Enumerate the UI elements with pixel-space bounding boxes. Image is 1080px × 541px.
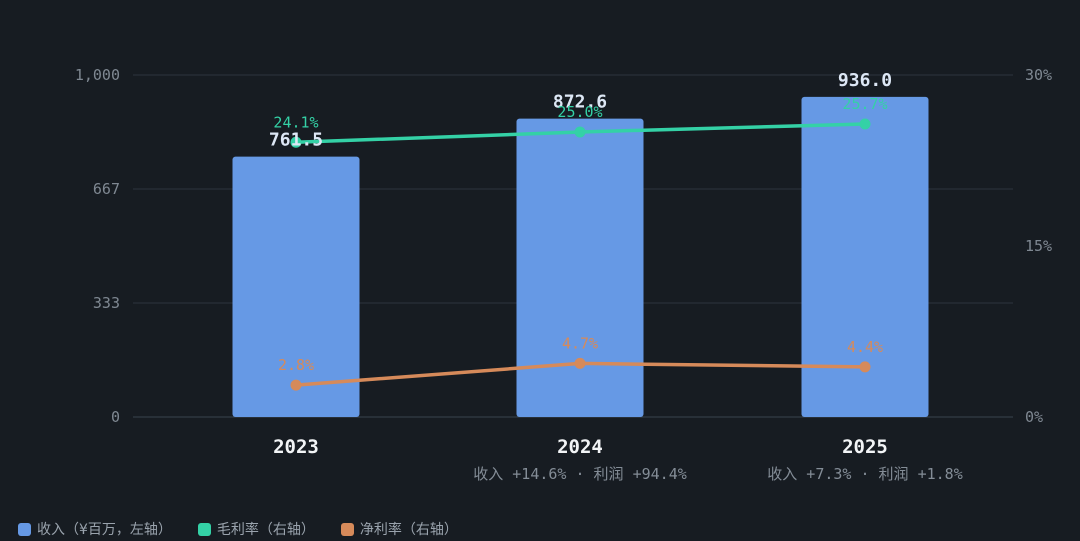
left-tick-label: 667	[93, 180, 120, 198]
category-label: 2023	[273, 436, 319, 458]
revenue-bar	[801, 96, 929, 417]
gross-margin-value-label: 25.0%	[557, 103, 602, 121]
margin-lines	[290, 118, 871, 391]
net-margin-point	[290, 379, 302, 391]
revenue-bars	[232, 96, 929, 417]
right-tick-label: 15%	[1025, 237, 1052, 255]
growth-note: 收入 +7.3% · 利润 +1.8%	[767, 465, 962, 483]
legend-item-gross-margin[interactable]: 毛利率（右轴）	[197, 519, 315, 539]
revenue-value-label: 936.0	[838, 70, 892, 91]
revenue-value-label: 761.5	[269, 130, 323, 151]
gross-margin-point	[859, 118, 871, 130]
data-labels: 761.5 872.6 936.0 24.1% 25.0% 25.7% 2.8% 4.7% 4.…	[269, 70, 892, 374]
net-margin-value-label: 2.8%	[278, 356, 314, 374]
legend: 收入（¥百万，左轴） 毛利率（右轴） 净利率（右轴）	[18, 519, 458, 539]
right-tick-label: 30%	[1025, 66, 1052, 84]
legend-item-net-margin[interactable]: 净利率（右轴）	[340, 519, 458, 539]
legend-label-gross-margin: 毛利率（右轴）	[216, 522, 315, 538]
legend-label-net-margin: 净利率（右轴）	[359, 522, 458, 538]
net-margin-value-label: 4.4%	[847, 338, 883, 356]
net-margin-value-label: 4.7%	[562, 334, 598, 352]
legend-swatch-gross-margin	[197, 522, 211, 536]
revenue-bar	[516, 118, 644, 417]
revenue-value-label: 872.6	[553, 92, 607, 113]
net-margin-point	[859, 361, 871, 373]
right-tick-label: 0%	[1025, 408, 1043, 426]
net-margin-point	[574, 357, 586, 369]
gross-margin-value-label: 24.1%	[273, 113, 318, 131]
left-tick-label: 333	[93, 294, 120, 312]
revenue-bar	[232, 156, 360, 417]
category-label: 2025	[842, 436, 888, 458]
gross-margin-point	[290, 136, 302, 148]
legend-swatch-net-margin	[340, 522, 354, 536]
legend-label-revenue: 收入（¥百万，左轴）	[37, 522, 172, 538]
category-label: 2024	[557, 436, 603, 458]
gross-margin-point	[574, 126, 586, 138]
left-tick-label: 1,000	[75, 66, 120, 84]
axes: 0 333 667 1,000 0% 15% 30% 2023 2024 收入 +14.6% · …	[75, 66, 1052, 483]
legend-item-revenue[interactable]: 收入（¥百万，左轴）	[18, 519, 172, 539]
growth-note: 收入 +14.6% · 利润 +94.4%	[473, 465, 687, 483]
legend-swatch-revenue	[18, 522, 31, 536]
left-tick-label: 0	[111, 408, 120, 426]
gross-margin-value-label: 25.7%	[842, 95, 887, 113]
